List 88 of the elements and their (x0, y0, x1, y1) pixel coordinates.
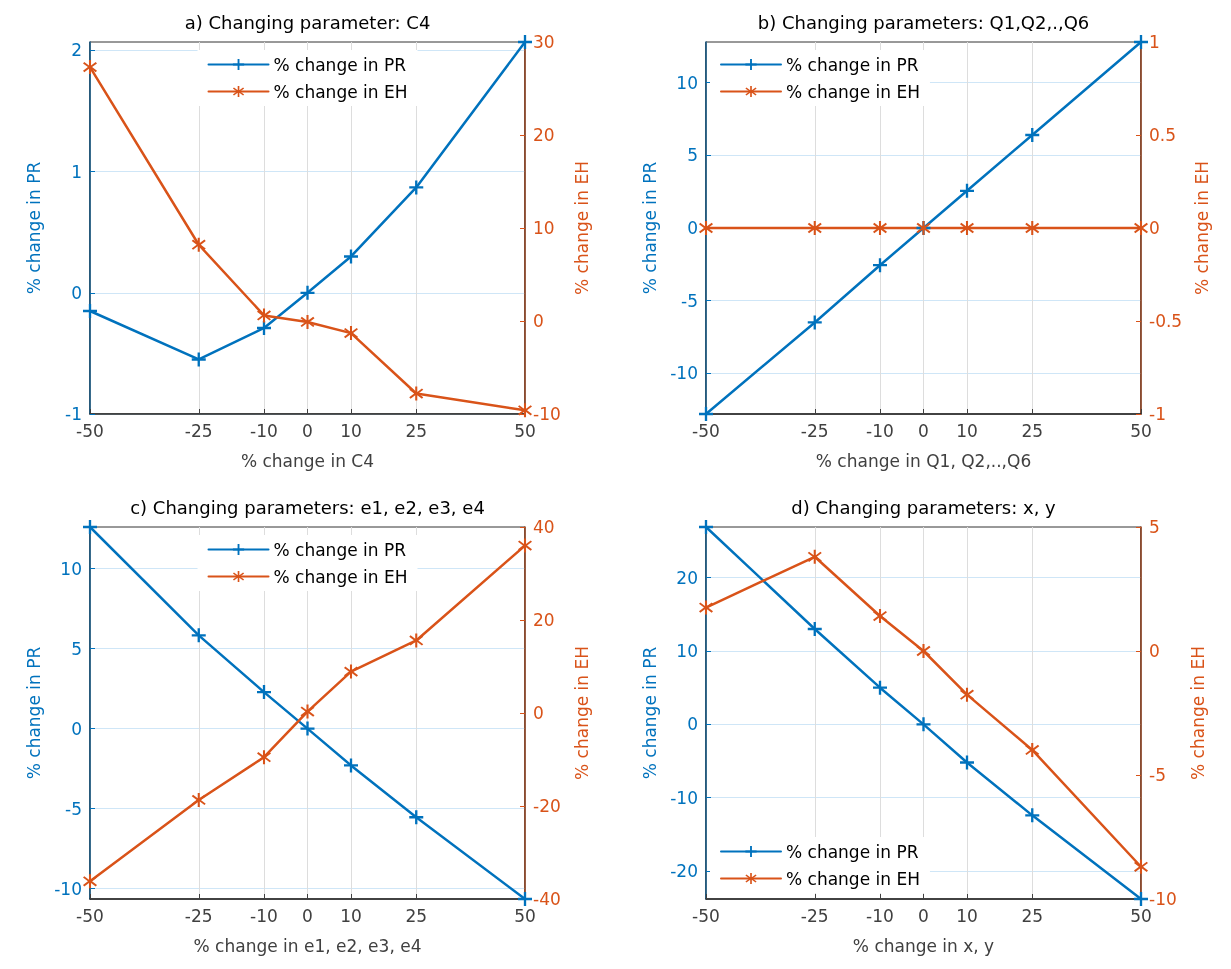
x-tick-label: -10 (250, 420, 278, 441)
x-axis-title: % change in e1, e2, e3, e4 (193, 935, 422, 956)
x-tick-label: 10 (956, 420, 978, 441)
y-tick-label: 5 (687, 145, 698, 166)
y-tick-label: -10 (670, 363, 698, 384)
y2-tick-label: 20 (533, 610, 555, 630)
y2-tick-label: 0 (1149, 218, 1160, 238)
y2-tick-label: 1 (1149, 32, 1160, 52)
x-tick-label: 25 (405, 905, 428, 926)
x-tick-label: -10 (866, 905, 894, 926)
y2-axis-title: % change in EH (571, 646, 592, 780)
y-tick-label: 0 (71, 282, 82, 303)
x-axis-title: % change in x, y (852, 935, 995, 956)
y-tick-label: -20 (670, 861, 698, 882)
y2-tick-label: 40 (533, 517, 555, 537)
x-axis-title: % change in Q1, Q2,..,Q6 (815, 450, 1032, 471)
y-tick-label: -5 (681, 290, 698, 311)
legend-label: % change in EH (273, 566, 408, 587)
y-tick-label: 20 (676, 567, 698, 588)
x-tick-label: 0 (918, 420, 929, 441)
x-tick-label: 50 (514, 905, 536, 926)
y2-tick-label: 20 (533, 125, 555, 145)
chart-title: c) Changing parameters: e1, e2, e3, e4 (130, 496, 485, 518)
y-tick-label: 10 (60, 558, 82, 579)
x-tick-label: 0 (302, 905, 313, 926)
x-tick-label: -10 (250, 905, 278, 926)
y2-axis-title: % change in EH (571, 161, 592, 295)
y2-axis-title: % change in EH (1187, 646, 1208, 780)
x-tick-label: 0 (918, 905, 929, 926)
x-tick-label: 50 (1130, 420, 1152, 441)
legend-label: % change in PR (786, 841, 919, 862)
y-tick-label: -10 (670, 787, 698, 808)
y2-tick-label: 0.5 (1149, 125, 1177, 145)
y2-tick-label: -5 (1149, 765, 1166, 785)
x-tick-label: 0 (302, 420, 313, 441)
y-axis-title: % change in PR (639, 161, 660, 295)
y2-tick-label: 0 (533, 311, 544, 331)
x-tick-label: 25 (405, 420, 428, 441)
y2-tick-label: -1 (1149, 404, 1166, 424)
x-tick-label: -10 (866, 420, 894, 441)
x-tick-label: -25 (800, 905, 829, 926)
x-tick-label: 50 (514, 420, 536, 441)
x-tick-label: 50 (1130, 905, 1152, 926)
y2-axis-title: % change in EH (1191, 161, 1212, 295)
legend-label: % change in EH (786, 81, 920, 102)
x-tick-label: -50 (76, 905, 104, 926)
y-axis-title: % change in PR (639, 646, 660, 780)
legend-label: % change in PR (273, 54, 407, 75)
y-axis-title: % change in PR (23, 161, 44, 295)
x-tick-label: -50 (692, 905, 720, 926)
y-tick-label: 0 (687, 714, 698, 735)
y-tick-label: 10 (676, 72, 698, 93)
y-tick-label: 2 (71, 40, 82, 61)
y2-tick-label: -40 (533, 889, 561, 909)
y-tick-label: 1 (71, 161, 82, 182)
legend-label: % change in PR (273, 539, 407, 560)
y-tick-label: -10 (54, 878, 82, 899)
y2-tick-label: 0 (1149, 641, 1160, 661)
legend-label: % change in PR (786, 54, 919, 75)
y-tick-label: 5 (71, 638, 82, 659)
y2-tick-label: 0 (533, 703, 544, 723)
x-tick-label: 25 (1021, 420, 1044, 441)
legend-label: % change in EH (273, 81, 408, 102)
y2-tick-label: -10 (533, 404, 561, 424)
legend-label: % change in EH (786, 868, 920, 889)
y-tick-label: 0 (687, 218, 698, 238)
y2-tick-label: -10 (1149, 889, 1177, 909)
x-tick-label: 25 (1021, 905, 1044, 926)
x-axis-title: % change in C4 (240, 450, 375, 471)
x-tick-label: -50 (692, 420, 720, 441)
y-tick-label: 0 (71, 718, 82, 739)
y2-tick-label: -0.5 (1149, 311, 1183, 331)
chart-title: d) Changing parameters: x, y (791, 496, 1057, 518)
x-tick-label: 10 (340, 420, 362, 441)
y-tick-label: 10 (676, 641, 698, 661)
x-tick-label: 10 (340, 905, 362, 926)
y2-tick-label: 10 (533, 218, 555, 238)
y-axis-title: % change in PR (23, 646, 44, 780)
chart-title: a) Changing parameter: C4 (184, 11, 431, 33)
x-tick-label: -25 (184, 905, 213, 926)
chart-title: b) Changing parameters: Q1,Q2,.,Q6 (757, 11, 1090, 33)
x-tick-label: 10 (956, 905, 978, 926)
y-tick-label: -5 (65, 798, 82, 819)
y2-tick-label: -20 (533, 796, 561, 816)
y2-tick-label: 30 (533, 32, 555, 52)
x-tick-label: -25 (184, 420, 213, 441)
x-tick-label: -25 (800, 420, 829, 441)
y2-tick-label: 5 (1149, 517, 1160, 537)
